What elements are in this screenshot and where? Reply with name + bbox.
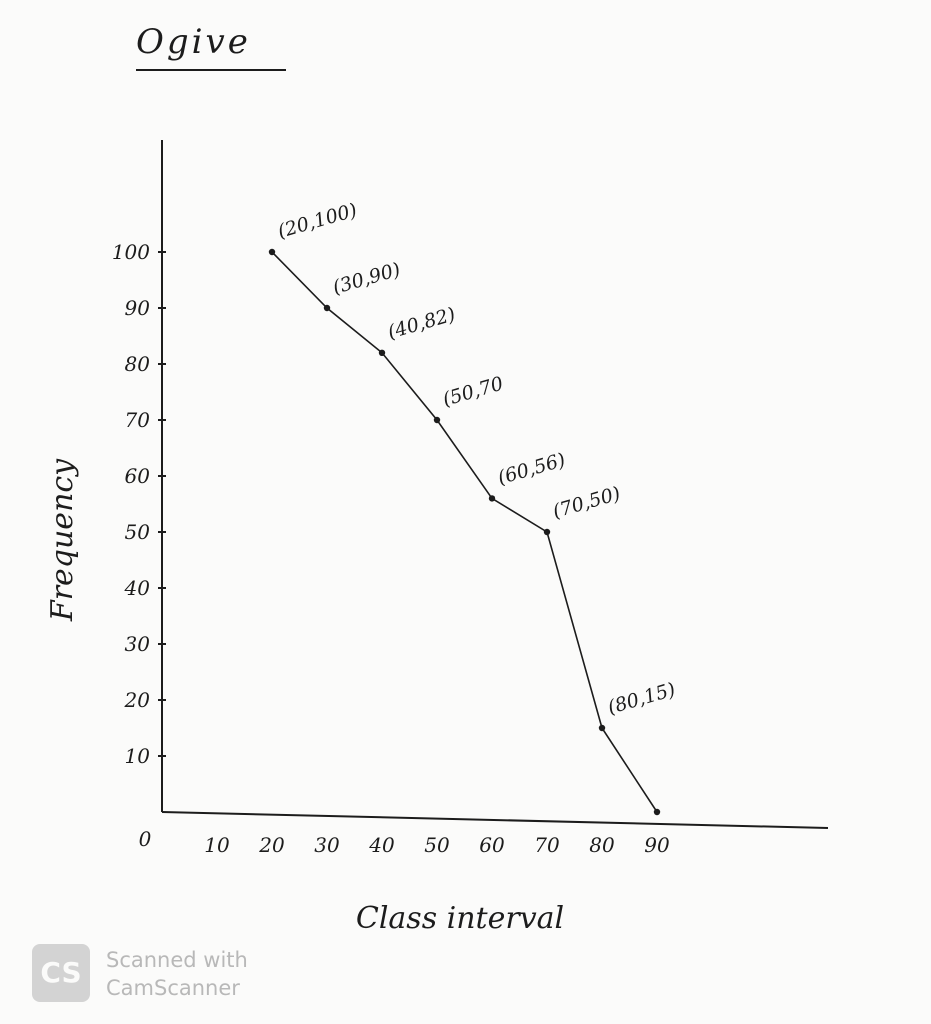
data-point: [433, 416, 441, 424]
title-underline: [136, 69, 286, 71]
y-tick-label: 10: [125, 744, 151, 768]
watermark-line-1: Scanned with: [106, 948, 248, 972]
data-point-label: (60,56): [495, 449, 568, 489]
y-tick-label: 90: [125, 296, 151, 320]
y-tick-label: 70: [125, 408, 151, 432]
y-tick-label: 80: [125, 352, 151, 376]
watermark-line-2: CamScanner: [106, 976, 240, 1000]
x-tick-label: 40: [368, 833, 395, 857]
chart-title: Ogive: [136, 22, 251, 62]
data-point: [598, 724, 606, 732]
x-tick-label: 70: [534, 833, 560, 857]
x-axis: [161, 811, 829, 829]
ogive-series: (20,100) (30,90)(40,82) (50,70 (60,56)(70,5…: [268, 199, 678, 816]
camscanner-logo-icon: CS: [32, 944, 90, 1002]
y-tick-label: 40: [124, 576, 151, 600]
y-tick-label: 20: [124, 688, 151, 712]
x-tick-label: 80: [589, 833, 615, 857]
x-tick-label: 60: [479, 833, 505, 857]
data-point: [488, 495, 496, 502]
data-point: [323, 304, 331, 312]
data-point: [543, 528, 551, 536]
y-tick-label: 30: [125, 632, 151, 656]
x-axis-label: Class interval: [356, 901, 564, 936]
y-tick-label: 60: [125, 464, 151, 488]
x-tick-label: 10: [204, 833, 230, 857]
y-ticks: 10 20 30 40 50 60 70 80 90 100: [112, 240, 166, 768]
y-axis-label: Frequency: [45, 458, 80, 622]
data-point-label: (30,90): [330, 259, 403, 299]
data-point-label: (40,82): [385, 303, 458, 343]
origin-label: 0: [139, 827, 152, 851]
ogive-line: [271, 251, 658, 813]
y-tick-label: 100: [112, 240, 150, 264]
x-tick-label: 50: [424, 833, 450, 857]
x-tick-label: 20: [258, 833, 285, 857]
x-tick-label: 90: [644, 833, 670, 857]
data-point: [268, 248, 276, 256]
data-point-label: (50,70: [440, 373, 505, 411]
data-point-label: (70,50): [550, 483, 623, 523]
y-tick-label: 50: [125, 520, 151, 544]
data-point: [378, 349, 386, 356]
data-point-label: (80,15): [605, 679, 678, 719]
x-tick-label: 30: [314, 833, 340, 857]
x-ticks: 10 20 30 40 50 60 70 80 90: [204, 833, 670, 857]
data-point: [653, 808, 661, 816]
data-point-label: (20,100): [275, 199, 359, 243]
